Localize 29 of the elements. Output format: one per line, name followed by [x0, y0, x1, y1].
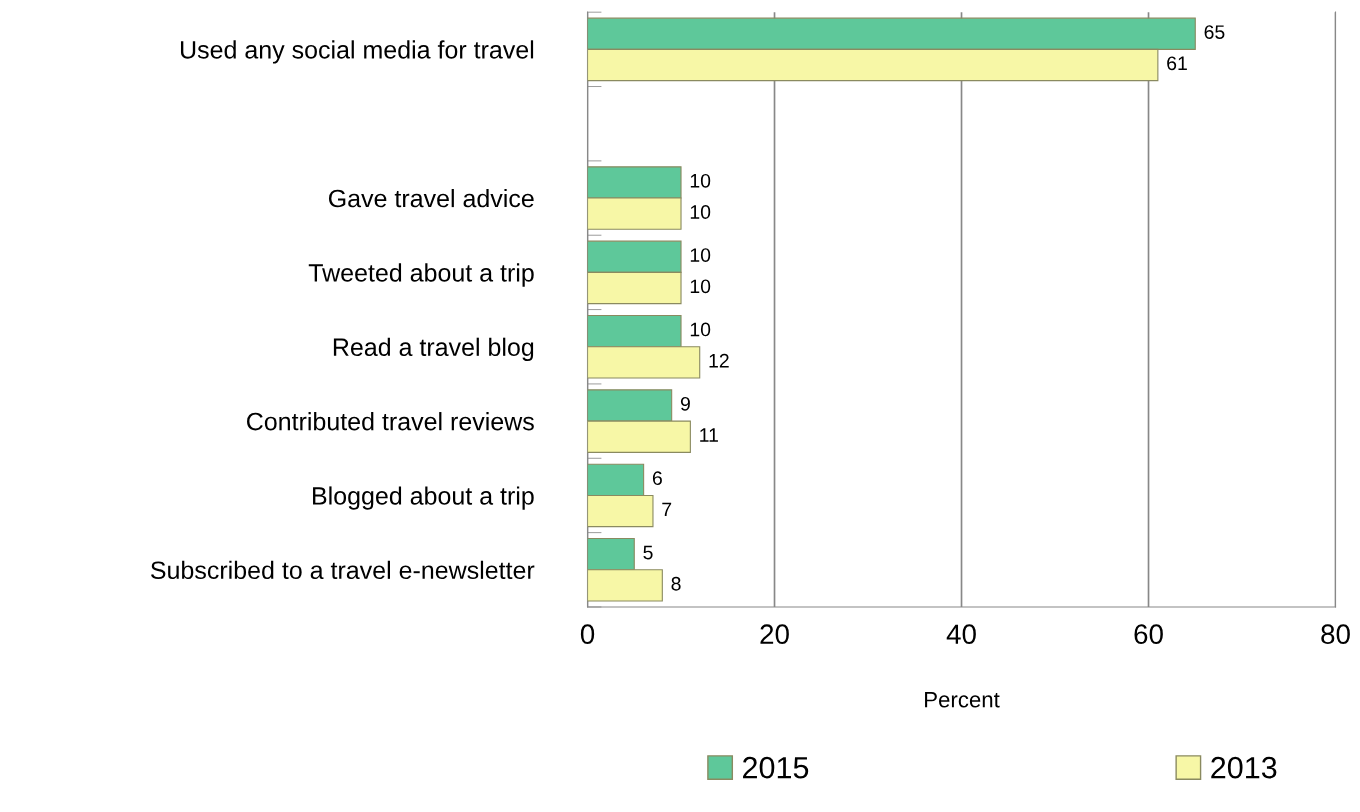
data-label: 10 — [690, 322, 711, 337]
y-tick-label: Subscribed to a travel e-newsletter — [150, 560, 535, 580]
data-label: 10 — [690, 279, 711, 294]
y-tick-label: Blogged about a trip — [313, 486, 534, 510]
data-label: 65 — [1204, 25, 1225, 39]
data-label: 10 — [690, 173, 711, 188]
data-label: 10 — [690, 248, 711, 263]
y-tick-label: Read a travel blog — [333, 337, 534, 361]
data-label: 7 — [662, 502, 672, 517]
data-label: 8 — [671, 576, 681, 591]
data-label: 9 — [680, 396, 690, 411]
x-tick-label: 0 — [580, 624, 595, 645]
legend-label: 2013 — [1211, 756, 1277, 779]
x-tick-label: 40 — [946, 624, 976, 645]
y-tick-label: Used any social media for travel — [180, 40, 534, 64]
x-tick-label: 80 — [1321, 624, 1350, 645]
data-label: 6 — [652, 471, 662, 486]
x-tick-label: 60 — [1134, 624, 1163, 645]
data-label: 11 — [700, 428, 718, 442]
x-axis-title: Percent — [925, 692, 1000, 708]
x-tick-label: 20 — [760, 624, 789, 645]
data-label: 10 — [690, 205, 711, 219]
y-tick-label: Gave travel advice — [328, 188, 534, 208]
data-label: 12 — [709, 353, 729, 368]
data-label: 61 — [1167, 56, 1187, 71]
data-label: 5 — [643, 545, 653, 560]
y-tick-label: Contributed travel reviews — [247, 412, 534, 431]
y-tick-label: Tweeted about a trip — [308, 263, 534, 287]
legend-label: 2015 — [743, 756, 809, 779]
